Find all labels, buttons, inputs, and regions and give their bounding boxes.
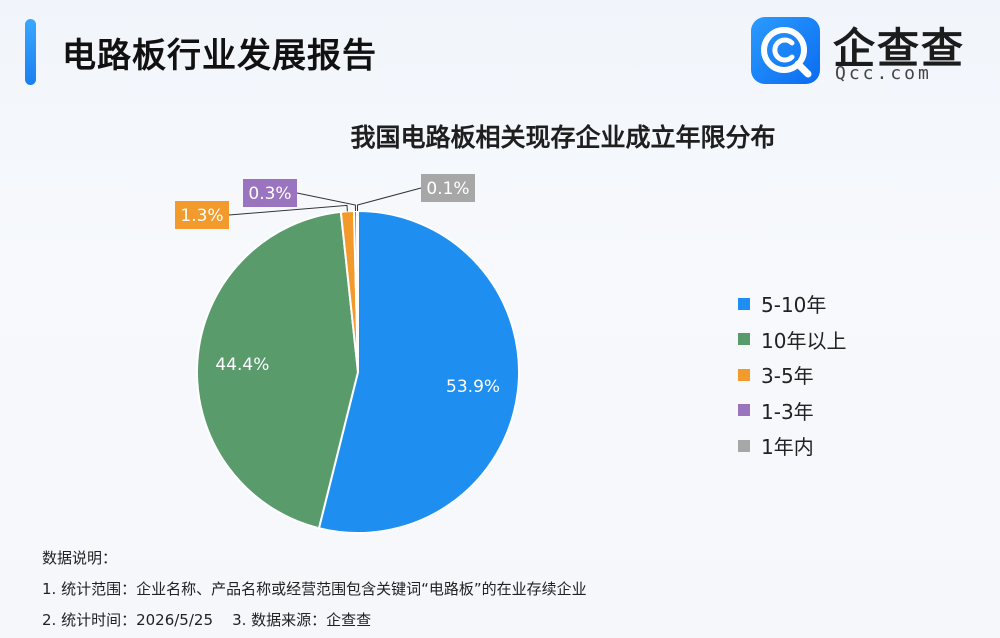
data-label-0: 53.9% [446, 377, 500, 397]
data-label-1: 44.4% [215, 355, 269, 375]
pie-slice-1 [196, 210, 360, 530]
data-notes: 数据说明： 1. 统计范围：企业名称、产品名称或经营范围包含关键词“电路板”的在… [42, 543, 587, 636]
callout-box-2 [175, 201, 229, 229]
logo-domain: Qcc.com [835, 63, 932, 84]
legend-swatch-3 [738, 404, 750, 417]
chart-legend: 5-10年 10年以上 3-5年 1-3年 1年内 [738, 286, 846, 464]
data-label-3: 0.3% [248, 184, 291, 204]
pie-slice-0 [317, 209, 520, 534]
report-title: 电路板行业发展报告 [62, 36, 377, 76]
logo-icon [751, 17, 820, 84]
legend-item-4: 1年内 [738, 428, 846, 464]
legend-swatch-4 [738, 439, 750, 452]
callout-box-4 [421, 174, 475, 202]
notes-heading: 数据说明： [42, 549, 118, 567]
legend-item-2: 3-5年 [738, 357, 846, 393]
callout-box-3 [243, 179, 297, 207]
callout-line-2 [228, 204, 348, 216]
legend-swatch-1 [738, 333, 750, 346]
logo-text: 企查查 [833, 24, 966, 73]
legend-swatch-0 [738, 297, 750, 310]
legend-label-1: 10年以上 [761, 328, 847, 353]
legend-swatch-2 [738, 368, 750, 381]
callout-line-4 [356, 187, 422, 212]
data-label-2: 1.3% [180, 206, 223, 226]
legend-item-3: 1-3年 [738, 393, 846, 429]
callout-line-3 [296, 192, 356, 212]
legend-label-4: 1年内 [761, 435, 814, 460]
notes-scope: 1. 统计范围：企业名称、产品名称或经营范围包含关键词“电路板”的在业存续企业 [42, 580, 587, 598]
title-accent-bar [25, 19, 36, 85]
legend-label-2: 3-5年 [761, 364, 814, 389]
notes-time-source: 2. 统计时间：2026/5/25 3. 数据来源：企查查 [42, 611, 372, 629]
chart-title: 我国电路板相关现存企业成立年限分布 [350, 123, 776, 152]
legend-item-0: 5-10年 [738, 286, 846, 322]
qcc-logo: 企查查 Qcc.com [751, 17, 981, 87]
legend-label-0: 5-10年 [761, 293, 827, 318]
legend-item-1: 10年以上 [738, 322, 846, 358]
legend-label-3: 1-3年 [761, 399, 814, 424]
data-label-4: 0.1% [426, 179, 469, 199]
pie-slice-4 [355, 209, 359, 373]
